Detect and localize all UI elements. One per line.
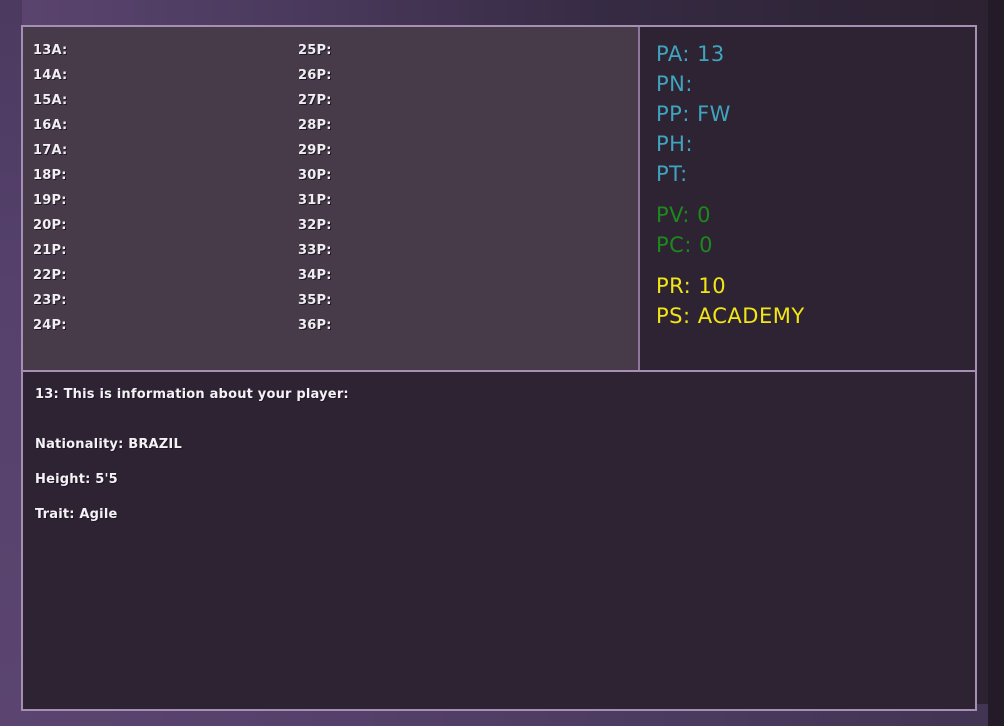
info-spacer <box>35 404 975 436</box>
roster-columns: 13A: 14A: 15A: 16A: 17A: 18P: 19P: 20P: … <box>33 38 638 338</box>
list-item[interactable]: 21P: <box>33 243 67 258</box>
top-row: 13A: 14A: 15A: 16A: 17A: 18P: 19P: 20P: … <box>23 27 975 372</box>
list-item[interactable]: 34P: <box>298 268 332 283</box>
list-item[interactable]: 30P: <box>298 168 332 183</box>
player-stats-panel: PA: 13 PN: PP: FW PH: PT: PV: 0 PC: 0 PR… <box>640 27 975 370</box>
info-heading: 13: This is information about your playe… <box>35 387 349 402</box>
info-spacer <box>35 454 975 471</box>
list-item[interactable]: 20P: <box>33 218 67 233</box>
list-item[interactable]: 23P: <box>33 293 67 308</box>
stat-ps: PS: ACADEMY <box>656 304 805 328</box>
stat-pc: PC: 0 <box>656 233 713 257</box>
stat-group-divider <box>656 189 975 200</box>
background-left-band <box>0 0 22 726</box>
info-spacer <box>35 489 975 506</box>
stat-ph: PH: <box>656 132 694 156</box>
stat-pr: PR: 10 <box>656 274 727 298</box>
stat-pn: PN: <box>656 72 693 96</box>
list-item[interactable]: 17A: <box>33 143 68 158</box>
list-item[interactable]: 15A: <box>33 93 68 108</box>
list-item[interactable]: 28P: <box>298 118 332 133</box>
list-item[interactable]: 16A: <box>33 118 68 133</box>
list-item[interactable]: 14A: <box>33 68 68 83</box>
info-height: Height: 5'5 <box>35 472 118 487</box>
list-item[interactable]: 25P: <box>298 43 332 58</box>
stat-pv: PV: 0 <box>656 203 711 227</box>
list-item[interactable]: 24P: <box>33 318 67 333</box>
stat-pt: PT: <box>656 162 688 186</box>
list-item[interactable]: 35P: <box>298 293 332 308</box>
info-trait: Trait: Agile <box>35 507 118 522</box>
background-right-strip <box>988 0 1004 726</box>
list-item[interactable]: 36P: <box>298 318 332 333</box>
list-item[interactable]: 31P: <box>298 193 332 208</box>
roster-column-left: 13A: 14A: 15A: 16A: 17A: 18P: 19P: 20P: … <box>33 38 298 338</box>
stat-pa: PA: 13 <box>656 42 725 66</box>
list-item[interactable]: 22P: <box>33 268 67 283</box>
list-item[interactable]: 18P: <box>33 168 67 183</box>
roster-list-panel: 13A: 14A: 15A: 16A: 17A: 18P: 19P: 20P: … <box>23 27 640 370</box>
player-info-panel: 13: This is information about your playe… <box>23 372 975 709</box>
list-item[interactable]: 33P: <box>298 243 332 258</box>
stat-group-divider <box>656 260 975 271</box>
list-item[interactable]: 32P: <box>298 218 332 233</box>
list-item[interactable]: 26P: <box>298 68 332 83</box>
info-nationality: Nationality: BRAZIL <box>35 437 182 452</box>
player-info-window: 13A: 14A: 15A: 16A: 17A: 18P: 19P: 20P: … <box>21 25 977 711</box>
list-item[interactable]: 19P: <box>33 193 67 208</box>
roster-column-right: 25P: 26P: 27P: 28P: 29P: 30P: 31P: 32P: … <box>298 38 332 338</box>
list-item[interactable]: 27P: <box>298 93 332 108</box>
stat-pp: PP: FW <box>656 102 731 126</box>
list-item[interactable]: 13A: <box>33 43 68 58</box>
list-item[interactable]: 29P: <box>298 143 332 158</box>
